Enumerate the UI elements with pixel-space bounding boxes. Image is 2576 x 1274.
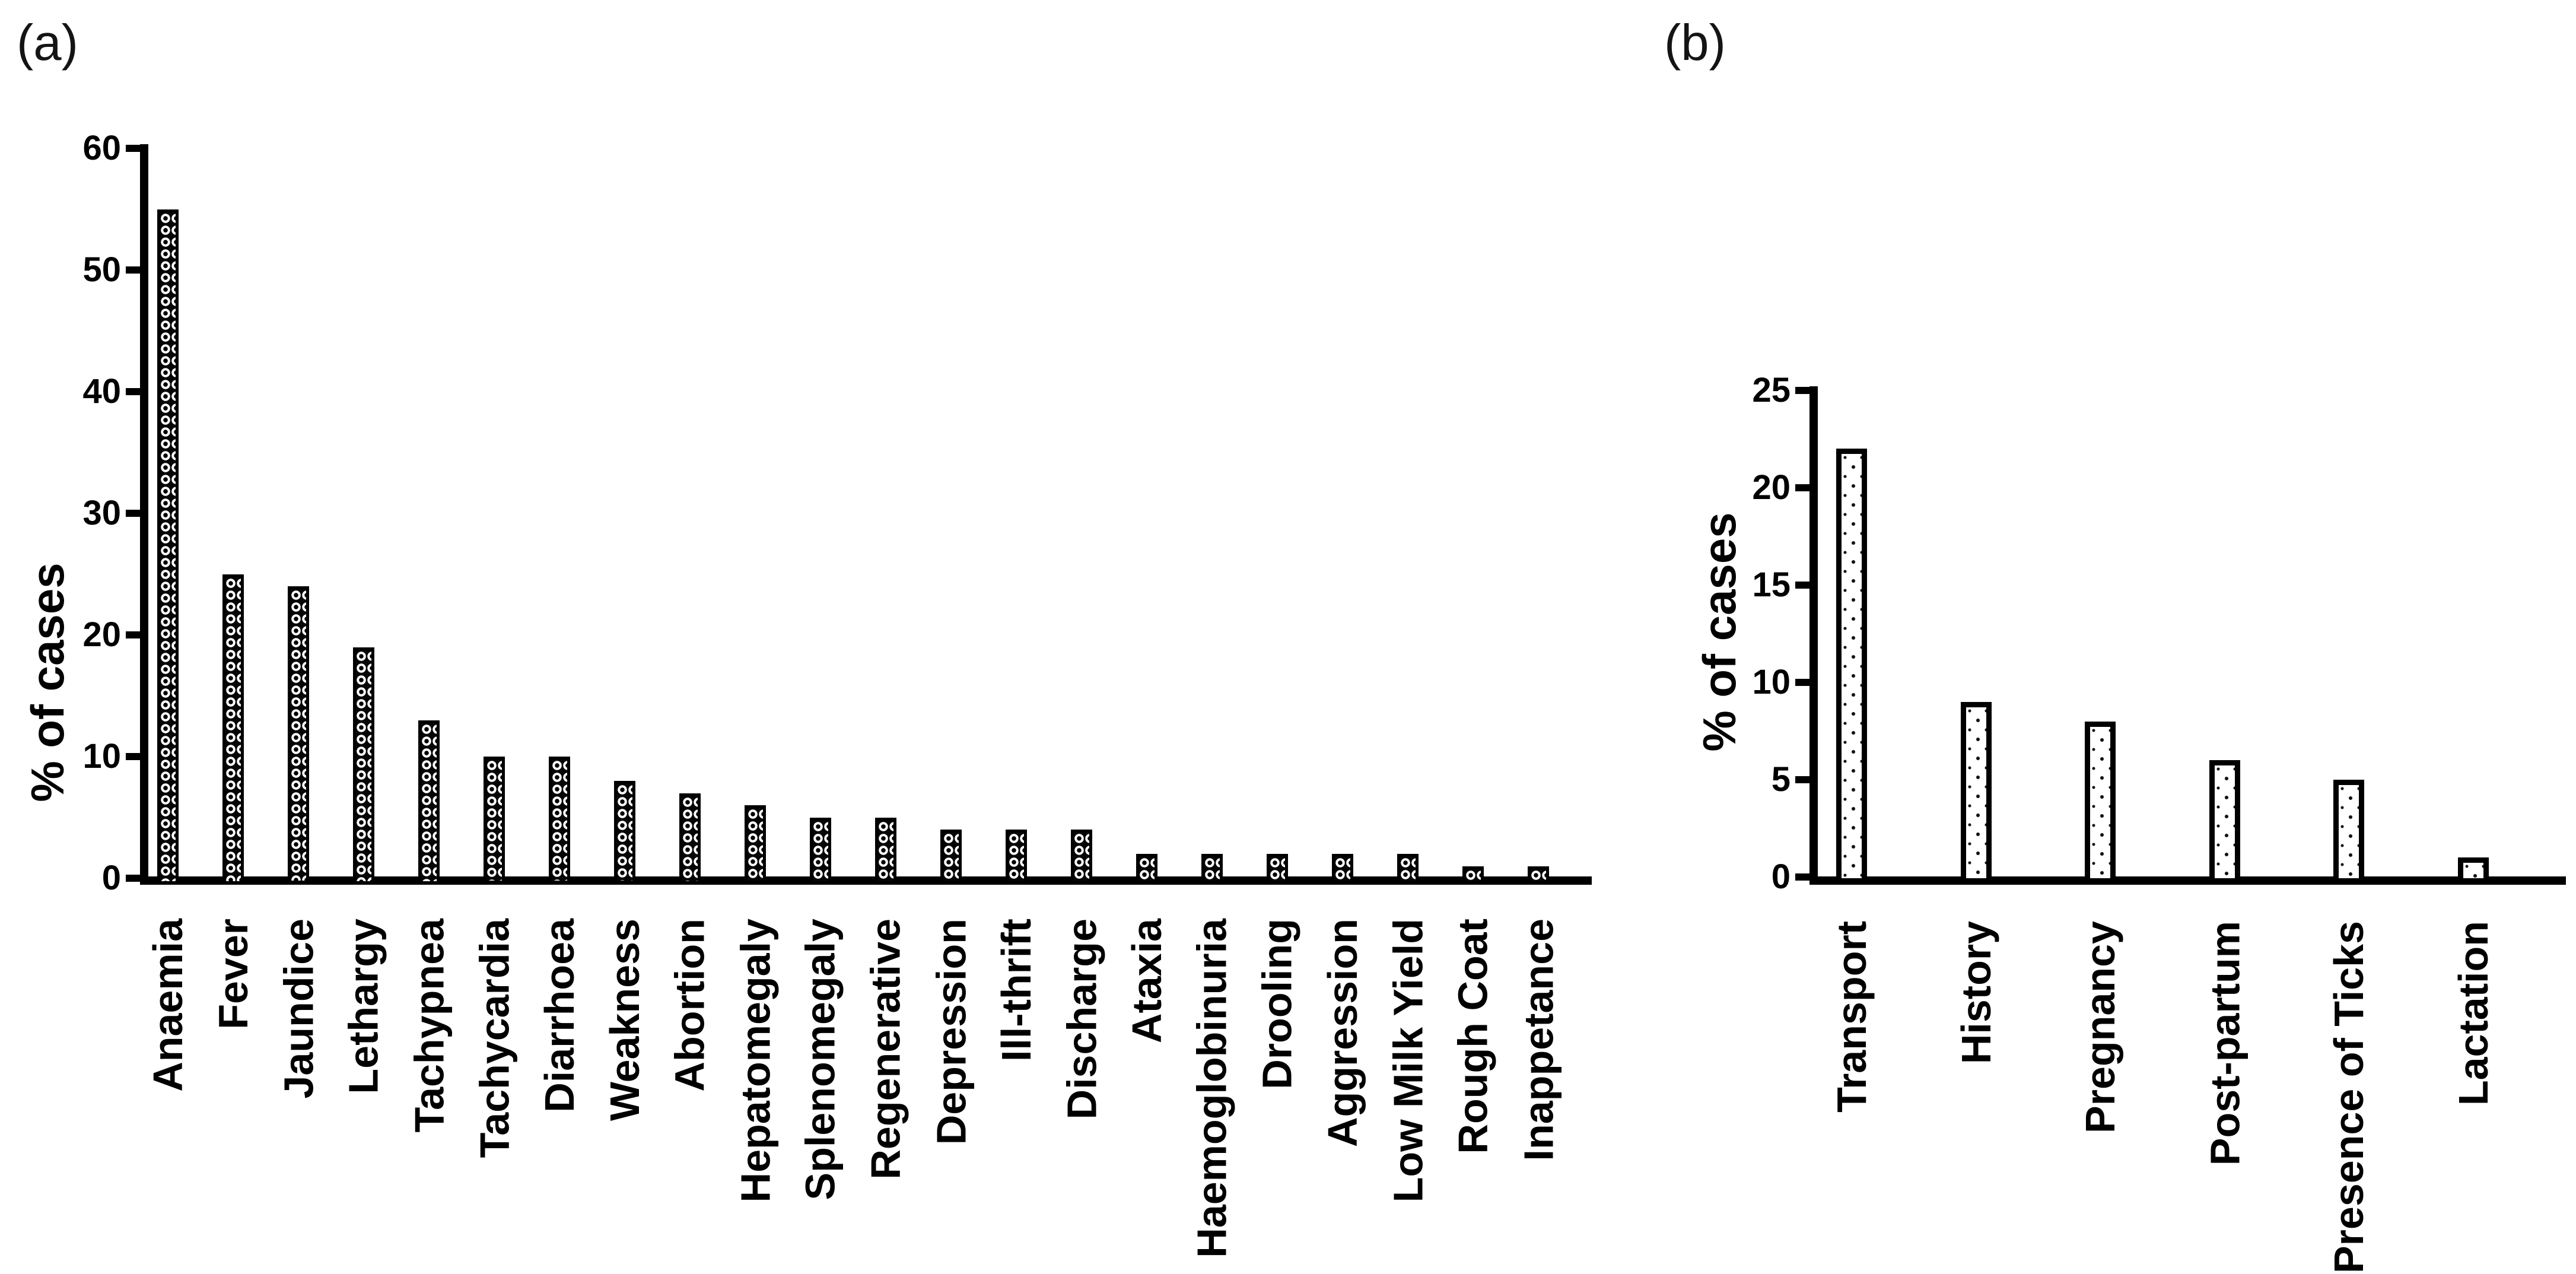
- y-tick-label-0: 0: [101, 859, 121, 897]
- y-tick-label-15: 15: [1752, 565, 1791, 604]
- y-tick-mark-0: [1795, 873, 1809, 881]
- y-axis-title-b: % of cases: [1693, 512, 1745, 752]
- y-tick-label-25: 25: [1752, 371, 1791, 409]
- y-axis: [1809, 386, 1818, 885]
- bar-history: [1961, 702, 1992, 884]
- bar-low-milk-yield: [1397, 854, 1419, 884]
- bar-post-partum: [2209, 760, 2240, 884]
- y-tick-label-20: 20: [1752, 468, 1791, 507]
- bar-pregnancy: [2085, 722, 2116, 884]
- x-axis: [1809, 876, 2566, 885]
- y-tick-mark-15: [1795, 582, 1809, 589]
- x-label-transport: Transport: [1828, 921, 1875, 1113]
- bar-ill-thrift: [1006, 830, 1027, 884]
- bar-discharge: [1071, 830, 1092, 884]
- panel-label-a: (a): [17, 15, 78, 71]
- y-tick-label-30: 30: [82, 494, 121, 532]
- y-tick-label-20: 20: [82, 615, 121, 654]
- y-tick-mark-10: [126, 753, 140, 760]
- bar-inappetance: [1528, 866, 1549, 884]
- y-tick-mark-25: [1795, 387, 1809, 394]
- y-tick-mark-20: [126, 631, 140, 638]
- y-tick-mark-30: [126, 510, 140, 517]
- panel-label-b: (b): [1664, 15, 1726, 71]
- bar-weakness: [614, 781, 635, 884]
- bar-ataxia: [1136, 854, 1157, 884]
- x-label-lactation: Lactation: [2450, 921, 2497, 1106]
- y-tick-mark-40: [126, 388, 140, 395]
- y-tick-label-50: 50: [82, 250, 121, 289]
- y-axis: [140, 144, 148, 885]
- bar-tachycardia: [484, 757, 505, 884]
- bar-diarrhoea: [549, 757, 570, 884]
- y-tick-mark-5: [1795, 776, 1809, 783]
- x-label-post-partum: Post-partum: [2202, 921, 2248, 1166]
- y-tick-label-60: 60: [82, 129, 121, 167]
- bar-transport: [1836, 449, 1867, 884]
- x-label-pregnancy: Pregnancy: [2077, 921, 2123, 1133]
- bar-presence-of-ticks: [2333, 780, 2364, 884]
- y-tick-mark-0: [126, 875, 140, 882]
- bar-tachypnea: [418, 720, 440, 884]
- bar-fever: [222, 574, 244, 884]
- bar-hepatomegaly: [745, 805, 766, 884]
- bar-haemoglobinuria: [1201, 854, 1223, 884]
- y-tick-mark-60: [126, 145, 140, 152]
- bar-lactation: [2458, 857, 2489, 884]
- y-tick-mark-50: [126, 266, 140, 274]
- y-tick-label-40: 40: [82, 372, 121, 411]
- y-tick-label-0: 0: [1771, 857, 1791, 896]
- bar-jaundice: [288, 586, 309, 884]
- bar-aggression: [1332, 854, 1353, 884]
- y-tick-label-10: 10: [82, 737, 121, 776]
- bar-abortion: [679, 793, 701, 884]
- bar-splenomegaly: [810, 818, 831, 884]
- bar-lethargy: [353, 647, 374, 884]
- bar-regenerative: [875, 818, 896, 884]
- x-label-history: History: [1953, 921, 1999, 1065]
- y-tick-label-5: 5: [1771, 760, 1791, 799]
- x-label-presence-of-ticks: Presence of Ticks: [2326, 921, 2372, 1274]
- y-tick-label-10: 10: [1752, 663, 1791, 701]
- bar-rough-coat: [1462, 866, 1484, 884]
- bar-drooling: [1267, 854, 1288, 884]
- bar-anaemia: [157, 209, 179, 884]
- bar-depression: [940, 830, 962, 884]
- y-tick-mark-10: [1795, 679, 1809, 686]
- y-tick-mark-20: [1795, 484, 1809, 491]
